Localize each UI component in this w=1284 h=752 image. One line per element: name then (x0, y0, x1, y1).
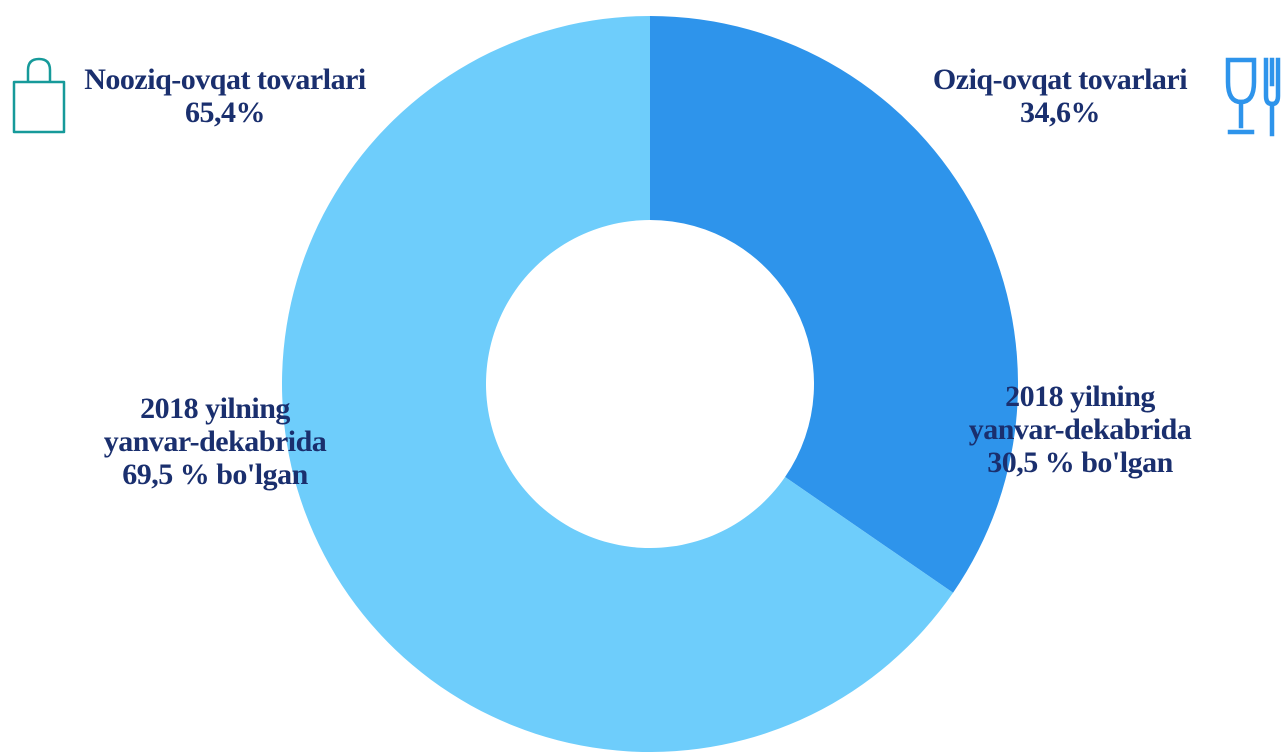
donut-slices (282, 16, 1019, 752)
annotation-right-line3: 30,5 % bo'lgan (987, 446, 1173, 479)
label-oziq-ovqat-name: Oziq-ovqat tovarlari (932, 63, 1188, 96)
donut-slice-oziq-ovqat (650, 16, 1019, 593)
annotation-nooziq-ovqat-2018: 2018 yilning yanvar-dekabrida 69,5 % bo'… (55, 392, 375, 491)
label-oziq-ovqat-value: 34,6% (1020, 96, 1101, 129)
annotation-left-line2: yanvar-dekabrida (103, 425, 327, 458)
annotation-right-line1: 2018 yilning (1005, 380, 1155, 413)
annotation-oziq-ovqat-2018: 2018 yilning yanvar-dekabrida 30,5 % bo'… (920, 380, 1240, 479)
glass-and-cutlery-icon (1225, 57, 1281, 137)
label-oziq-ovqat: Oziq-ovqat tovarlari 34,6% (910, 63, 1210, 129)
label-nooziq-ovqat: Nooziq-ovqat tovarlari 65,4% (60, 63, 390, 129)
donut-slice-nooziq-ovqat (282, 16, 954, 752)
label-nooziq-ovqat-value: 65,4% (185, 96, 266, 129)
annotation-right-line2: yanvar-dekabrida (968, 413, 1192, 446)
annotation-left-line1: 2018 yilning (140, 392, 290, 425)
label-nooziq-ovqat-name: Nooziq-ovqat tovarlari (84, 63, 366, 96)
annotation-left-line3: 69,5 % bo'lgan (122, 458, 308, 491)
shopping-bag-icon (12, 57, 66, 134)
